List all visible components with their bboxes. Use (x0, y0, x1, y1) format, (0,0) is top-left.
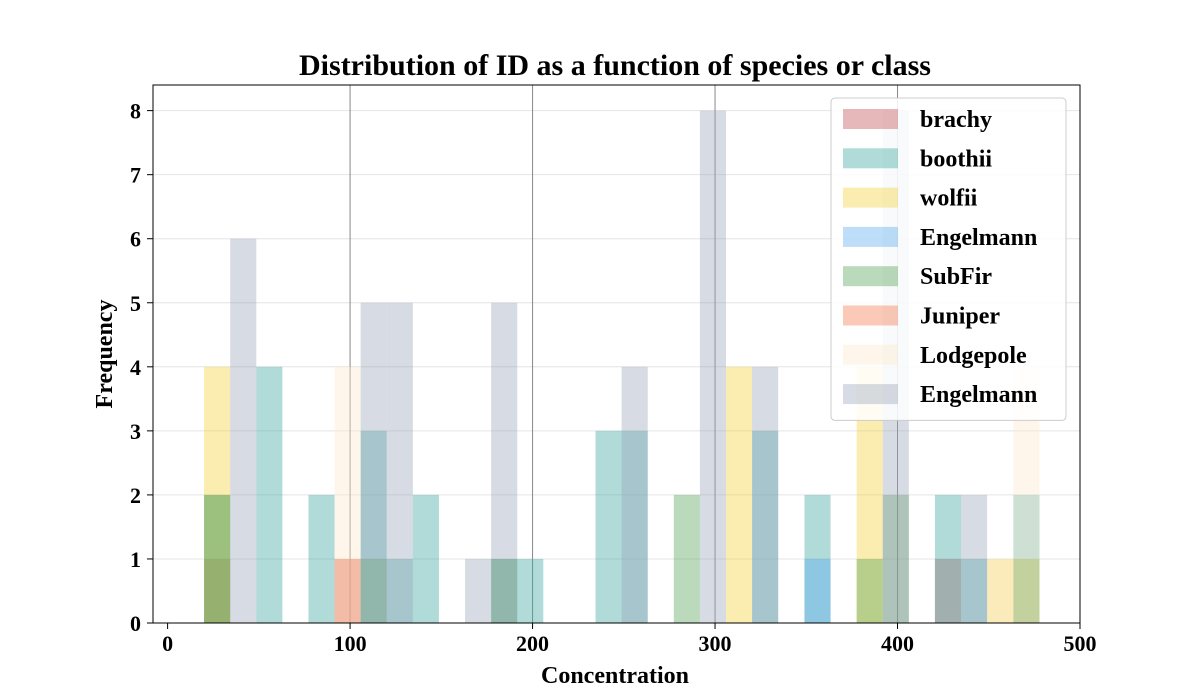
legend-swatch (843, 226, 898, 247)
legend-label: SubFir (920, 264, 992, 290)
histogram-bar (804, 494, 831, 623)
legend-label: Engelmann (920, 225, 1037, 251)
y-gridlines (153, 110, 1080, 624)
histogram-bar (360, 558, 387, 623)
legend-swatch (843, 305, 898, 326)
histogram-bar (256, 366, 283, 623)
histogram-bar (334, 558, 361, 623)
y-tick-label: 7 (130, 163, 141, 188)
histogram-bar (856, 558, 883, 623)
histogram-bar (204, 366, 231, 623)
histogram-bar (1013, 558, 1040, 623)
y-tick-label: 4 (130, 355, 141, 380)
histogram-bar (752, 366, 779, 623)
histogram-bar (621, 430, 648, 623)
legend-swatch (843, 187, 898, 208)
histogram-bar (491, 558, 518, 623)
histogram-bar (334, 366, 361, 623)
histogram-bar (491, 558, 518, 623)
legend-swatch (843, 148, 898, 169)
x-tick-label: 0 (162, 631, 173, 656)
histogram-bar (517, 558, 544, 623)
histogram-bar (804, 558, 831, 623)
histogram-bar (204, 494, 231, 623)
legend-label: boothii (920, 146, 992, 172)
histogram-bar (386, 302, 413, 623)
legend-label: wolfii (920, 186, 978, 212)
legend-label: brachy (920, 107, 992, 133)
histogram-bar (934, 494, 962, 623)
histogram-bar (961, 558, 988, 623)
legend-label: Engelmann (920, 382, 1037, 408)
histogram-bar (882, 494, 909, 623)
y-tick-label: 2 (130, 483, 141, 508)
histogram-bar (1013, 494, 1040, 623)
histogram-bar (987, 558, 1014, 623)
legend-swatch (843, 384, 898, 405)
histogram-bar (1013, 558, 1040, 623)
y-tick-label: 0 (130, 611, 141, 636)
histogram-bar (465, 558, 492, 623)
legend-label: Lodgepole (920, 343, 1027, 369)
plot-area-frame (152, 84, 1081, 624)
histogram-bar (725, 366, 753, 623)
histogram-bar (204, 558, 231, 623)
legend-swatch (843, 266, 898, 287)
x-tick-label: 400 (881, 631, 914, 656)
histogram-bar (621, 366, 648, 623)
histogram-bar (360, 302, 387, 623)
histogram-bar (360, 430, 387, 623)
histogram-bar (987, 558, 1014, 623)
y-axis-ticks: 0 1 2 3 4 5 6 7 8 (130, 99, 153, 636)
histogram-bar (699, 110, 726, 624)
x-tick-label: 200 (516, 631, 549, 656)
legend-box (830, 97, 1067, 421)
histogram-bar (752, 430, 779, 623)
histogram-bar (204, 494, 231, 623)
chart-title: Distribution of ID as a function of spec… (299, 49, 931, 82)
x-tick-label: 100 (334, 631, 367, 656)
histogram-bar (230, 238, 257, 623)
y-tick-label: 8 (130, 99, 141, 124)
y-tick-label: 5 (130, 291, 141, 316)
y-tick-label: 1 (130, 547, 141, 572)
y-tick-label: 6 (130, 227, 141, 252)
histogram-bar (308, 494, 335, 623)
x-axis-ticks: 0 100 200 300 400 500 (162, 623, 1097, 656)
histogram-bar (961, 494, 988, 623)
histogram-bar (491, 302, 518, 623)
y-axis-label: Frequency (92, 300, 118, 409)
histogram-bar (934, 558, 962, 623)
legend-label: Juniper (920, 304, 1000, 330)
histogram-bar (412, 494, 439, 623)
histogram-bar (673, 494, 700, 623)
legend-swatch (843, 344, 898, 365)
x-axis-label: Concentration (541, 663, 689, 689)
x-tick-label: 300 (699, 631, 732, 656)
histogram-bar (334, 558, 361, 623)
legend: brachy boothii wolfii Engelmann SubFir Junipe… (830, 97, 1067, 421)
legend-swatch (843, 109, 898, 129)
x-tick-label: 500 (1064, 631, 1097, 656)
histogram-bar (386, 558, 413, 623)
histogram-bar (595, 430, 622, 623)
y-tick-label: 3 (130, 419, 141, 444)
